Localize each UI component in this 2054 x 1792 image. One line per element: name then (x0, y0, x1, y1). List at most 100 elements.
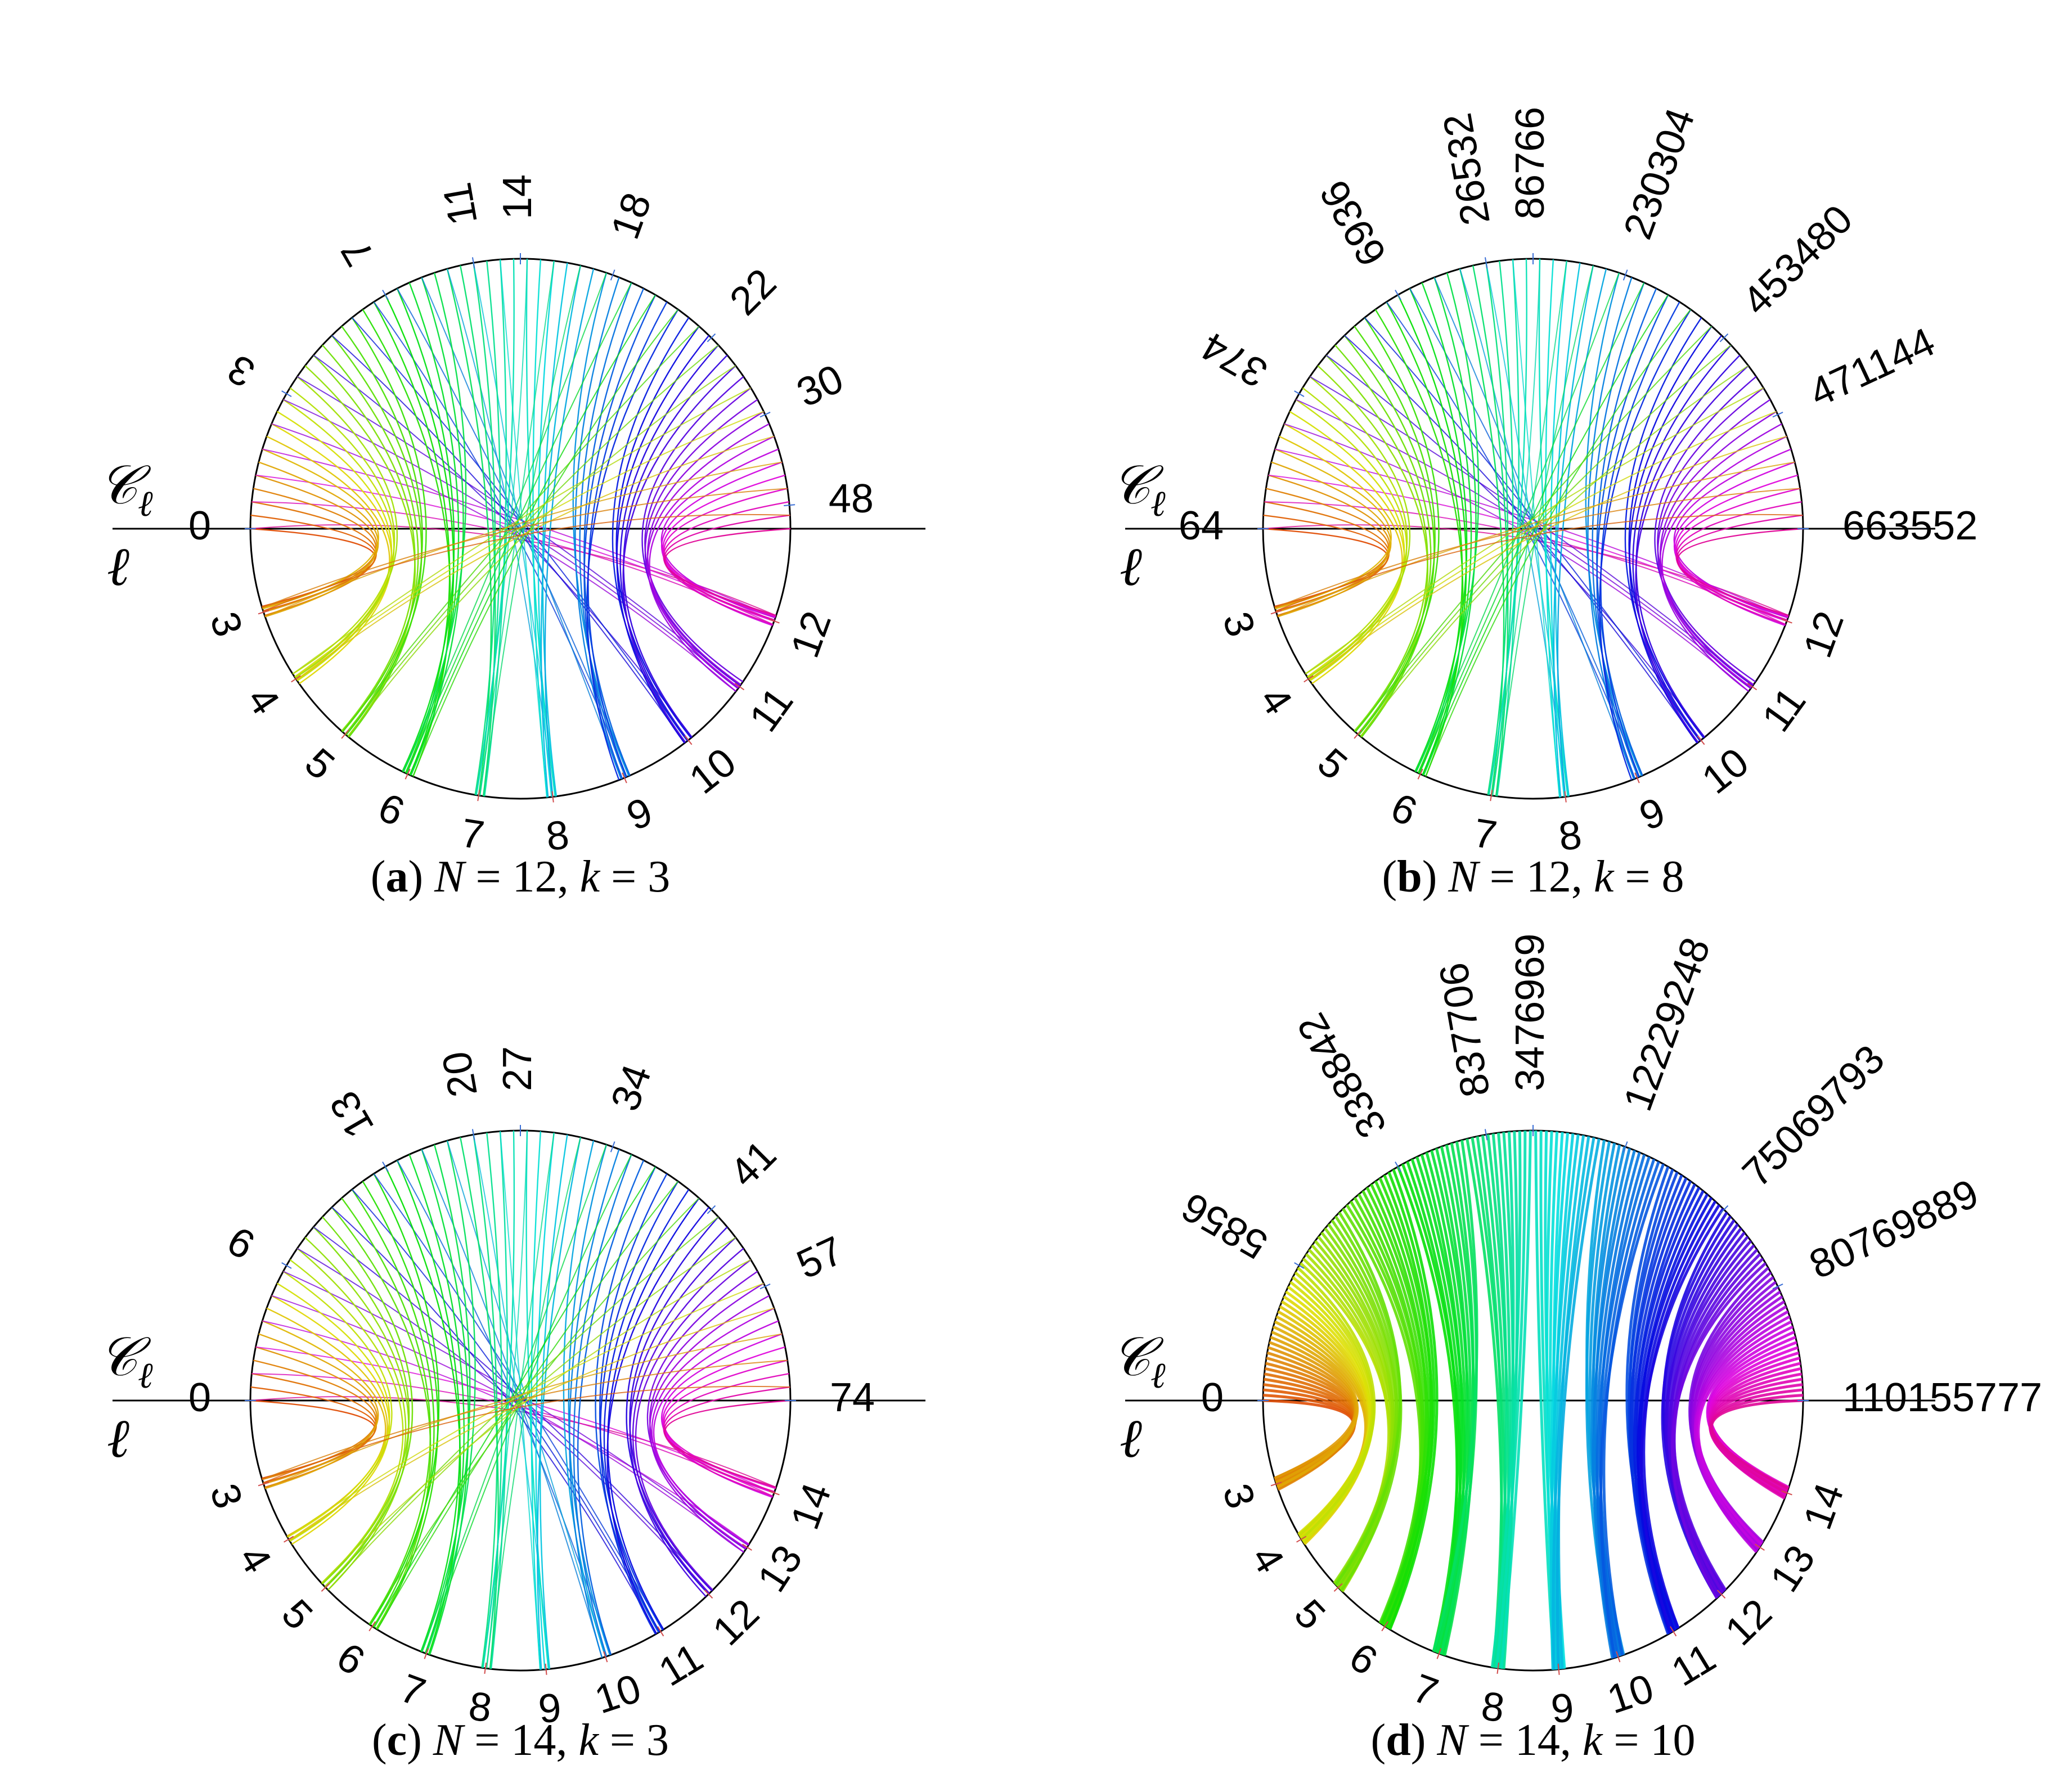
bottom-label: 3 (201, 607, 251, 642)
bottom-tick (657, 1626, 664, 1637)
chord-line (296, 435, 775, 681)
chord-line (292, 387, 752, 674)
chord-line (622, 365, 736, 743)
chord-line (1296, 399, 1751, 689)
top-tick (1772, 412, 1783, 418)
top-tick (1772, 1284, 1783, 1290)
bottom-label: 9 (537, 1685, 564, 1732)
top-tick (1484, 1129, 1488, 1141)
top-label: 0 (188, 1375, 211, 1420)
top-label: 0 (1201, 1375, 1224, 1420)
bottom-tick (1616, 1651, 1621, 1663)
chord-line (606, 1206, 710, 1635)
chord-line (1553, 265, 1594, 798)
chord-line (1491, 260, 1567, 796)
bottom-label: 4 (230, 1538, 280, 1581)
chord-line (1637, 1197, 1713, 1634)
bottom-tick (742, 1543, 752, 1551)
chord-line (1307, 411, 1777, 678)
chord-line (1677, 528, 1804, 616)
top-label: 26532 (1435, 110, 1499, 228)
chord-line (500, 259, 548, 798)
top-tick (281, 1262, 292, 1269)
caption-part: = (1602, 1716, 1650, 1765)
chord-line (1357, 344, 1732, 735)
chord-line (1512, 259, 1561, 798)
top-label: 12229248 (1615, 932, 1719, 1116)
chord-line (532, 259, 548, 798)
top-label: 6936 (1311, 173, 1395, 273)
top-label: 57 (790, 1228, 850, 1287)
chord-line (1388, 1169, 1439, 1630)
bottom-tick (321, 1583, 330, 1592)
top-tick (759, 1284, 771, 1290)
bottom-tick (368, 1621, 376, 1632)
bottom-tick (1781, 618, 1792, 624)
bottom-tick (1747, 682, 1758, 691)
bottom-tick (1296, 1536, 1307, 1543)
chord-line (376, 1181, 678, 1630)
caption-part: ( (1382, 852, 1397, 902)
chord-line (664, 1399, 791, 1488)
top-label: 22 (721, 260, 785, 324)
chord-line (1628, 326, 1713, 739)
top-label: 11 (434, 179, 486, 229)
chord-line (1485, 263, 1509, 795)
chord-line (1381, 1174, 1433, 1625)
bottom-tick (1417, 768, 1423, 780)
chord-line (1294, 1271, 1374, 1537)
chord-line (1592, 1150, 1636, 1659)
chord-line (1302, 387, 1408, 675)
chord-line (1596, 294, 1669, 779)
panel-caption: (c) N = 14, k = 3 (372, 1716, 669, 1765)
chord-line (304, 1237, 410, 1591)
chord-line (289, 1259, 404, 1584)
chord-line (573, 1154, 632, 1657)
chord-line (1697, 1325, 1794, 1546)
chord-line (344, 344, 719, 735)
caption-part: c (387, 1716, 407, 1765)
bottom-tick (1270, 610, 1282, 615)
bottom-label: 13 (1761, 1537, 1824, 1600)
chord-line (1354, 326, 1436, 732)
chord-line (1549, 1134, 1580, 1670)
chord-line (544, 268, 595, 797)
top-tick (471, 257, 475, 269)
caption-part: k (580, 852, 601, 902)
bottom-label: 9 (1549, 1685, 1576, 1732)
chord-line (421, 1144, 471, 1653)
top-label: 27 (495, 1046, 540, 1091)
chord-line (649, 1295, 770, 1553)
chord-line (646, 423, 770, 692)
bottom-tick (341, 730, 349, 739)
chord-line (262, 488, 788, 609)
chord-line (370, 1173, 440, 1626)
chord-line (1325, 354, 1428, 732)
top-label: 30 (790, 356, 850, 416)
chord-line (537, 260, 555, 797)
top-label: 18 (603, 187, 660, 245)
chord-line (409, 294, 656, 776)
caption-part: ( (372, 1716, 387, 1765)
bottom-tick (477, 790, 480, 802)
bottom-label: 10 (681, 740, 744, 803)
chord-line (1595, 1156, 1651, 1659)
top-label: 48 (829, 476, 874, 521)
bottom-tick (545, 1663, 547, 1675)
chord-line (540, 1134, 568, 1669)
bottom-label: 12 (783, 606, 841, 664)
c-subscript: ℓ (138, 484, 153, 524)
caption-part: = (1467, 1716, 1515, 1765)
chord-line (479, 260, 501, 796)
chord-line (1331, 1219, 1400, 1588)
bottom-label: 12 (1795, 606, 1853, 664)
top-label: 338842 (1289, 1006, 1395, 1145)
top-label: 374 (1194, 323, 1275, 396)
chord-line (489, 1137, 581, 1669)
caption-part: = (464, 852, 512, 902)
caption-part: 12 (513, 852, 558, 902)
chord-line (1629, 1177, 1688, 1635)
bottom-label: 7 (394, 1665, 431, 1716)
chord-line (663, 501, 789, 625)
